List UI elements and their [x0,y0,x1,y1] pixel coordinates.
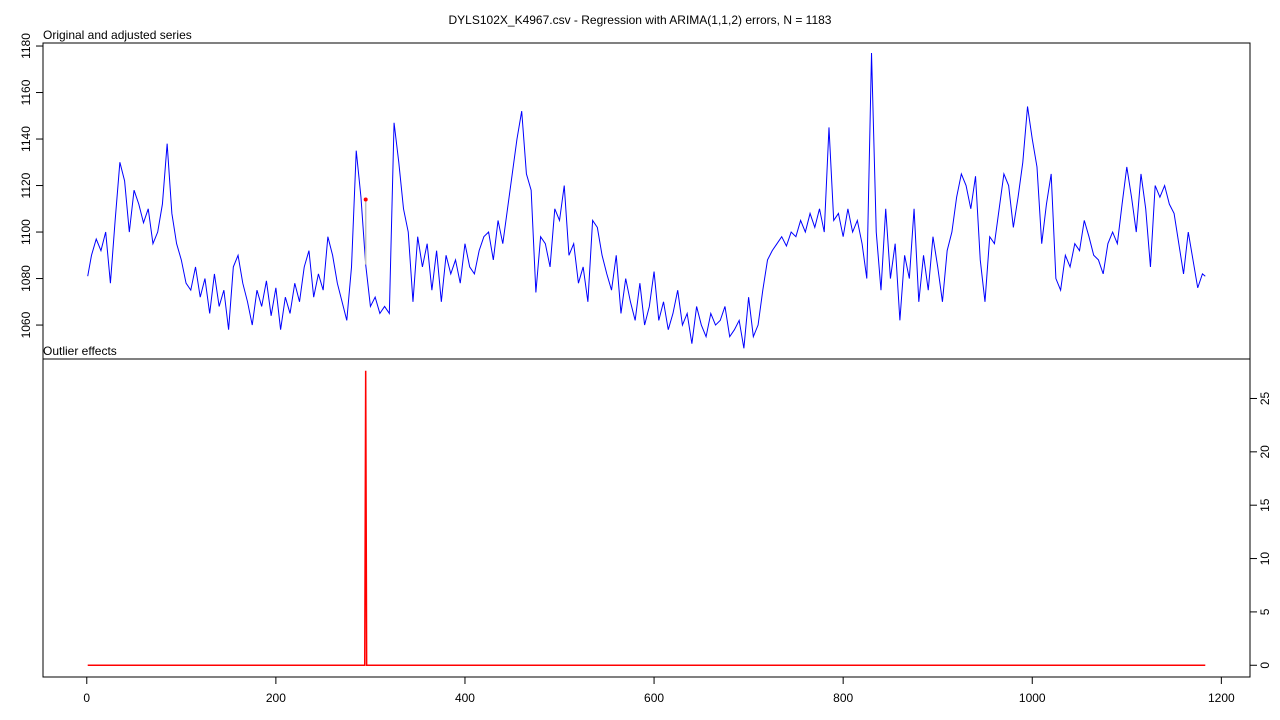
x-tick-label: 800 [833,691,853,705]
x-tick-label: 0 [83,691,90,705]
y-tick-label: 1080 [19,265,33,292]
y-tick-label: 1100 [19,219,33,245]
series-line [87,370,1206,667]
y-tick-label: 1120 [19,172,33,198]
panel-frame [42,358,1251,678]
y-tick-label: 1180 [19,33,33,59]
y-tick-label: 0 [1258,662,1272,669]
x-tick-label: 200 [266,691,286,705]
panel-frame [42,42,1251,360]
x-tick-label: 1000 [1019,691,1046,705]
series-line [87,52,1206,349]
y-tick-label: 1160 [19,79,33,105]
y-tick-label: 20 [1258,445,1272,459]
x-tick-label: 400 [455,691,475,705]
y-tick-label: 25 [1258,391,1272,405]
y-tick-label: 1140 [19,126,33,152]
panel-title: Original and adjusted series [43,28,192,42]
y-tick-label: 15 [1258,498,1272,512]
panel-title: Outlier effects [43,344,117,358]
y-tick-label: 1060 [19,311,33,338]
x-tick-label: 1200 [1208,691,1235,705]
chart-title: DYLS102X_K4967.csv - Regression with ARI… [449,13,832,27]
outlier-point [363,197,368,202]
x-tick-label: 600 [644,691,664,705]
y-tick-label: 5 [1258,608,1272,615]
y-tick-label: 10 [1258,552,1272,566]
